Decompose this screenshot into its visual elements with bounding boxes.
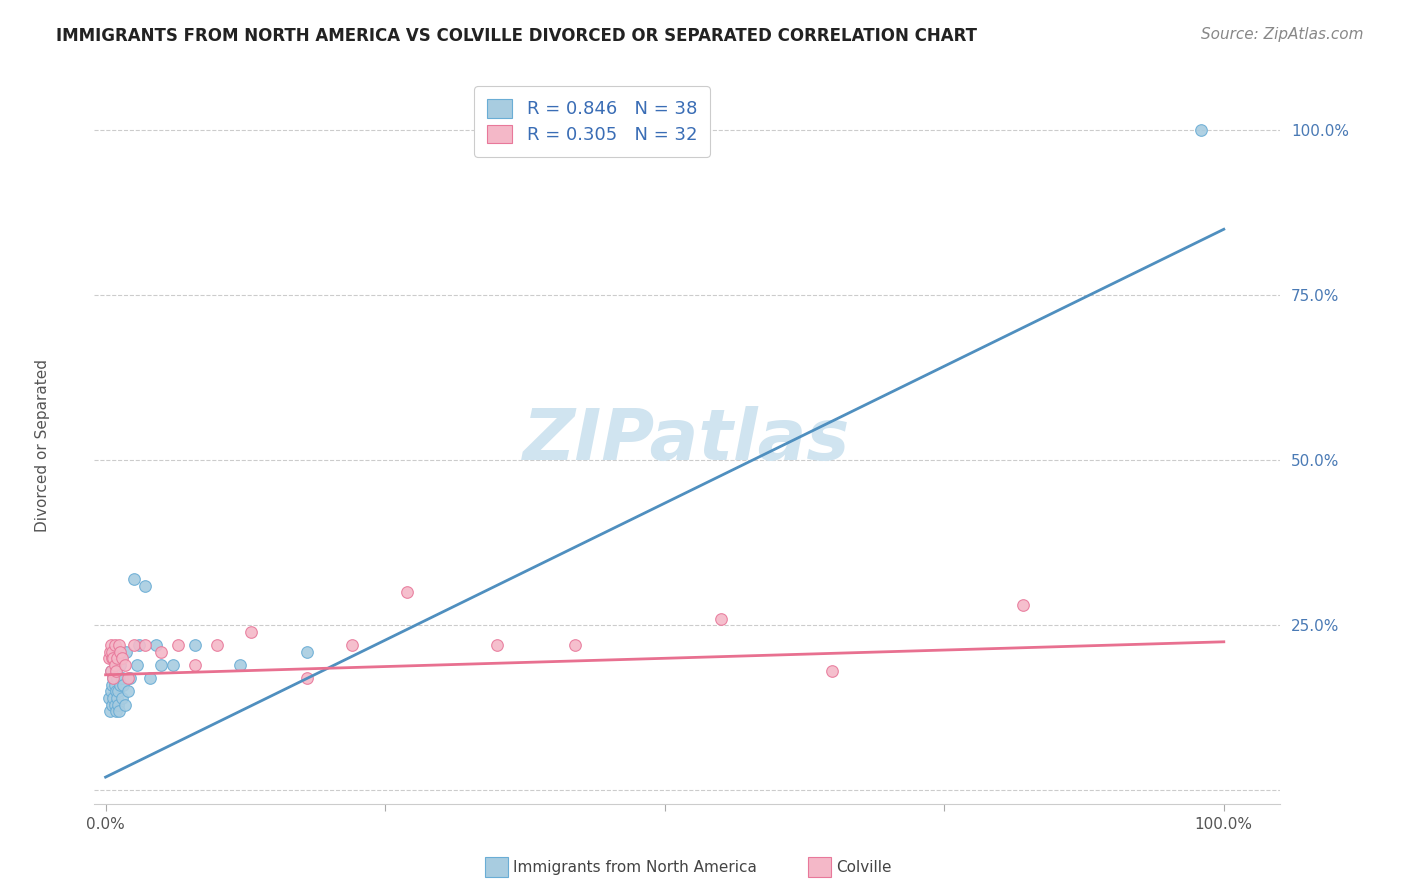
Point xyxy=(104,665,127,679)
Point xyxy=(103,657,125,672)
Point xyxy=(100,665,122,679)
Point xyxy=(122,572,145,586)
Point xyxy=(108,657,131,672)
Point xyxy=(97,690,120,705)
Point xyxy=(101,651,124,665)
Point xyxy=(184,657,207,672)
Point xyxy=(104,704,127,718)
Point xyxy=(97,651,120,665)
Point xyxy=(103,671,125,685)
Point xyxy=(239,624,262,639)
Point xyxy=(100,665,122,679)
Point xyxy=(111,690,134,705)
Point xyxy=(150,657,173,672)
Point xyxy=(103,638,125,652)
Point xyxy=(162,657,184,672)
Point xyxy=(105,651,128,665)
Point xyxy=(104,684,127,698)
Point xyxy=(229,657,252,672)
Point xyxy=(100,684,122,698)
Point xyxy=(295,671,318,685)
Point xyxy=(111,651,134,665)
Point xyxy=(125,657,148,672)
Point xyxy=(111,671,134,685)
Text: ZIPatlas: ZIPatlas xyxy=(523,406,851,475)
Point xyxy=(107,684,129,698)
Point xyxy=(167,638,190,652)
Point xyxy=(485,638,508,652)
Point xyxy=(1191,123,1213,137)
Point xyxy=(112,678,135,692)
Point xyxy=(114,645,136,659)
Point xyxy=(107,698,129,712)
Point xyxy=(105,690,128,705)
Point xyxy=(396,585,419,599)
Point xyxy=(710,612,733,626)
Point xyxy=(117,671,139,685)
Point xyxy=(184,638,207,652)
Text: Immigrants from North America: Immigrants from North America xyxy=(513,860,756,874)
Point xyxy=(103,690,125,705)
Point xyxy=(340,638,363,652)
Point xyxy=(821,665,844,679)
Point xyxy=(150,645,173,659)
Point xyxy=(117,684,139,698)
Point xyxy=(128,638,150,652)
Point xyxy=(134,579,156,593)
Point xyxy=(98,645,121,659)
Point xyxy=(100,638,122,652)
Point xyxy=(139,671,162,685)
Point xyxy=(101,645,124,659)
Point xyxy=(108,638,131,652)
Point xyxy=(114,698,136,712)
Point xyxy=(145,638,167,652)
Text: Source: ZipAtlas.com: Source: ZipAtlas.com xyxy=(1201,27,1364,42)
Point xyxy=(120,671,142,685)
Point xyxy=(103,698,125,712)
Point xyxy=(114,657,136,672)
Point xyxy=(207,638,229,652)
Legend: R = 0.846   N = 38, R = 0.305   N = 32: R = 0.846 N = 38, R = 0.305 N = 32 xyxy=(474,87,710,157)
Text: IMMIGRANTS FROM NORTH AMERICA VS COLVILLE DIVORCED OR SEPARATED CORRELATION CHAR: IMMIGRANTS FROM NORTH AMERICA VS COLVILL… xyxy=(56,27,977,45)
Point xyxy=(122,638,145,652)
Point xyxy=(108,704,131,718)
Point xyxy=(105,671,128,685)
Point xyxy=(101,698,124,712)
Point xyxy=(101,678,124,692)
Text: Divorced or Separated: Divorced or Separated xyxy=(35,359,49,533)
Point xyxy=(134,638,156,652)
Text: Colville: Colville xyxy=(837,860,891,874)
Point xyxy=(1011,599,1033,613)
Point xyxy=(295,645,318,659)
Point xyxy=(108,678,131,692)
Point xyxy=(108,645,131,659)
Point xyxy=(103,678,125,692)
Point xyxy=(103,651,125,665)
Point xyxy=(564,638,586,652)
Point xyxy=(103,671,125,685)
Point xyxy=(98,704,121,718)
